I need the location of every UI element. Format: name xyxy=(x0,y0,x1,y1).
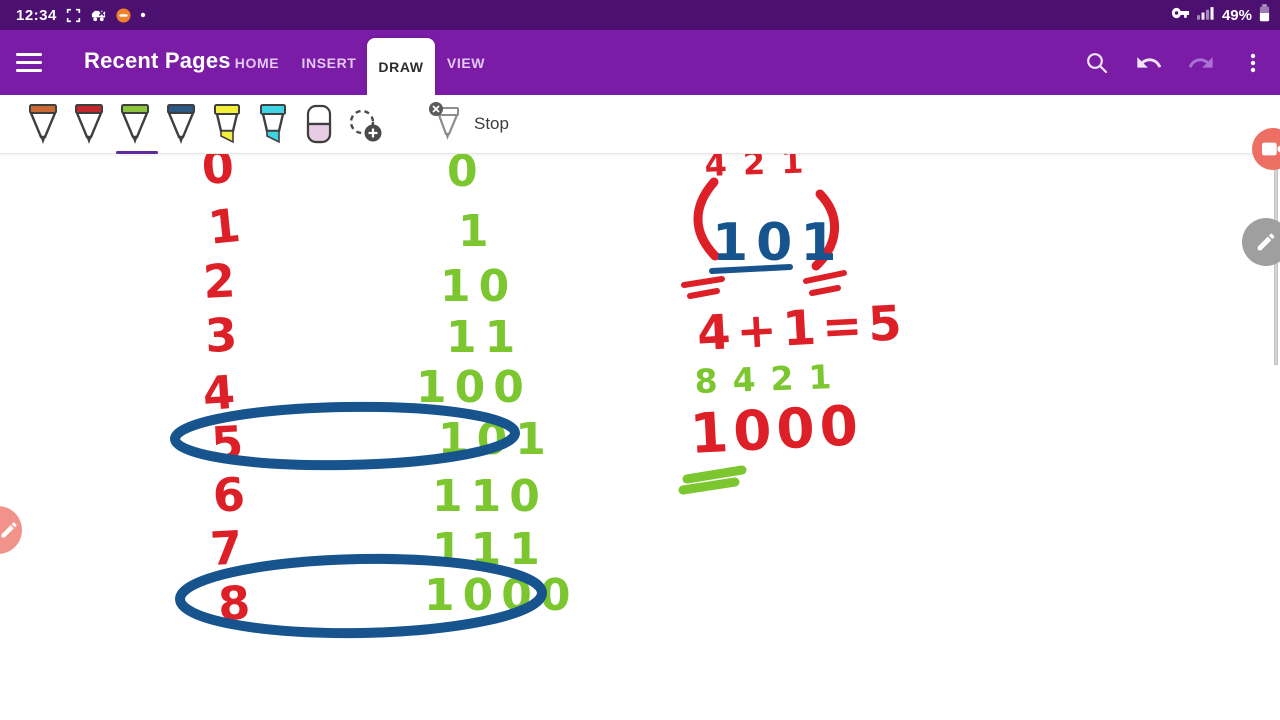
ink-blue-underline xyxy=(709,264,793,274)
lasso-select-tool[interactable] xyxy=(342,98,388,150)
status-bar: 12:34 49% xyxy=(0,0,1280,30)
ink-decimal-6: 6 xyxy=(211,467,247,523)
tab-insert[interactable]: INSERT xyxy=(294,30,364,95)
edit-fab[interactable] xyxy=(1242,218,1280,266)
ink-decimal-2: 2 xyxy=(202,253,237,309)
page-title: Recent Pages xyxy=(84,48,231,73)
left-edge-fab[interactable] xyxy=(0,506,22,554)
ink-binary-0: 0 xyxy=(447,146,486,197)
tab-home-label: HOME xyxy=(234,54,280,71)
vpn-key-icon xyxy=(1171,6,1190,24)
eraser-tool[interactable] xyxy=(296,98,342,150)
ink-red-tick-left xyxy=(681,276,725,299)
notification-dot xyxy=(140,12,146,18)
ink-green-underline xyxy=(678,465,747,495)
ink-equation: 4+1=5 xyxy=(696,295,909,362)
ink-binary-10: 10 xyxy=(440,261,517,312)
ink-binary-101-highlight: 101 xyxy=(712,213,845,273)
highlighter-yellow[interactable] xyxy=(204,98,250,150)
battery-icon xyxy=(1259,3,1270,27)
ink-circle-row5 xyxy=(170,401,520,471)
ink-red-tick-right xyxy=(803,270,847,296)
stop-inking-button[interactable]: Stop xyxy=(426,101,509,147)
decimal-column: 0 1 2 3 4 5 6 7 8 xyxy=(200,139,252,631)
ink-paren-right xyxy=(811,189,839,271)
ink-decimal-3: 3 xyxy=(204,307,239,363)
ink-place-values-8421: 8421 xyxy=(694,357,847,401)
ink-paren-left xyxy=(693,177,720,261)
pen-navy[interactable] xyxy=(158,98,204,150)
video-camera-icon xyxy=(1262,142,1280,156)
pen-green-selected[interactable] xyxy=(112,98,158,150)
stop-label: Stop xyxy=(474,114,509,133)
menu-icon[interactable] xyxy=(16,49,44,75)
highlighter-cyan[interactable] xyxy=(250,98,296,150)
pencil-icon xyxy=(1257,233,1275,251)
stylus-icon xyxy=(429,102,459,140)
app-bar: Recent Pages HOME INSERT DRAW VIEW xyxy=(0,30,1280,95)
undo-icon[interactable] xyxy=(1130,46,1168,80)
draw-toolbar: Stop xyxy=(0,95,1280,154)
tab-view[interactable]: VIEW xyxy=(438,30,494,95)
ink-binary-110: 110 xyxy=(432,471,548,522)
tab-draw-label: DRAW xyxy=(378,58,424,75)
tab-draw[interactable]: DRAW xyxy=(367,38,435,95)
binary-column: 0 1 10 11 100 101 110 111 1000 xyxy=(416,146,570,621)
pencil-icon xyxy=(1,522,17,538)
ink-binary-100: 100 xyxy=(416,362,532,413)
clock: 12:34 xyxy=(16,6,57,24)
battery-percent: 49% xyxy=(1221,6,1252,24)
tab-insert-label: INSERT xyxy=(301,54,357,71)
screenshot-icon xyxy=(66,8,81,23)
screen-record-fab[interactable] xyxy=(1252,128,1280,170)
tab-view-label: VIEW xyxy=(446,54,486,71)
more-options-icon[interactable] xyxy=(1234,46,1272,80)
ink-binary-1: 1 xyxy=(458,206,497,257)
vehicle-icon xyxy=(90,8,107,23)
pen-red[interactable] xyxy=(66,98,112,150)
selected-pen-indicator xyxy=(116,151,158,154)
ink-result-1000: 1000 xyxy=(688,393,864,466)
ink-binary-11: 11 xyxy=(446,312,523,363)
app-notification-icon xyxy=(116,7,131,23)
redo-icon[interactable] xyxy=(1182,46,1220,80)
tab-home[interactable]: HOME xyxy=(226,30,288,95)
signal-icon xyxy=(1196,5,1215,25)
pen-brown[interactable] xyxy=(20,98,66,150)
ink-decimal-1: 1 xyxy=(206,198,243,255)
ink-circle-row8 xyxy=(175,553,547,639)
right-annotations: 421 101 4+1=5 8421 1000 xyxy=(678,142,909,495)
search-icon[interactable] xyxy=(1078,46,1116,80)
